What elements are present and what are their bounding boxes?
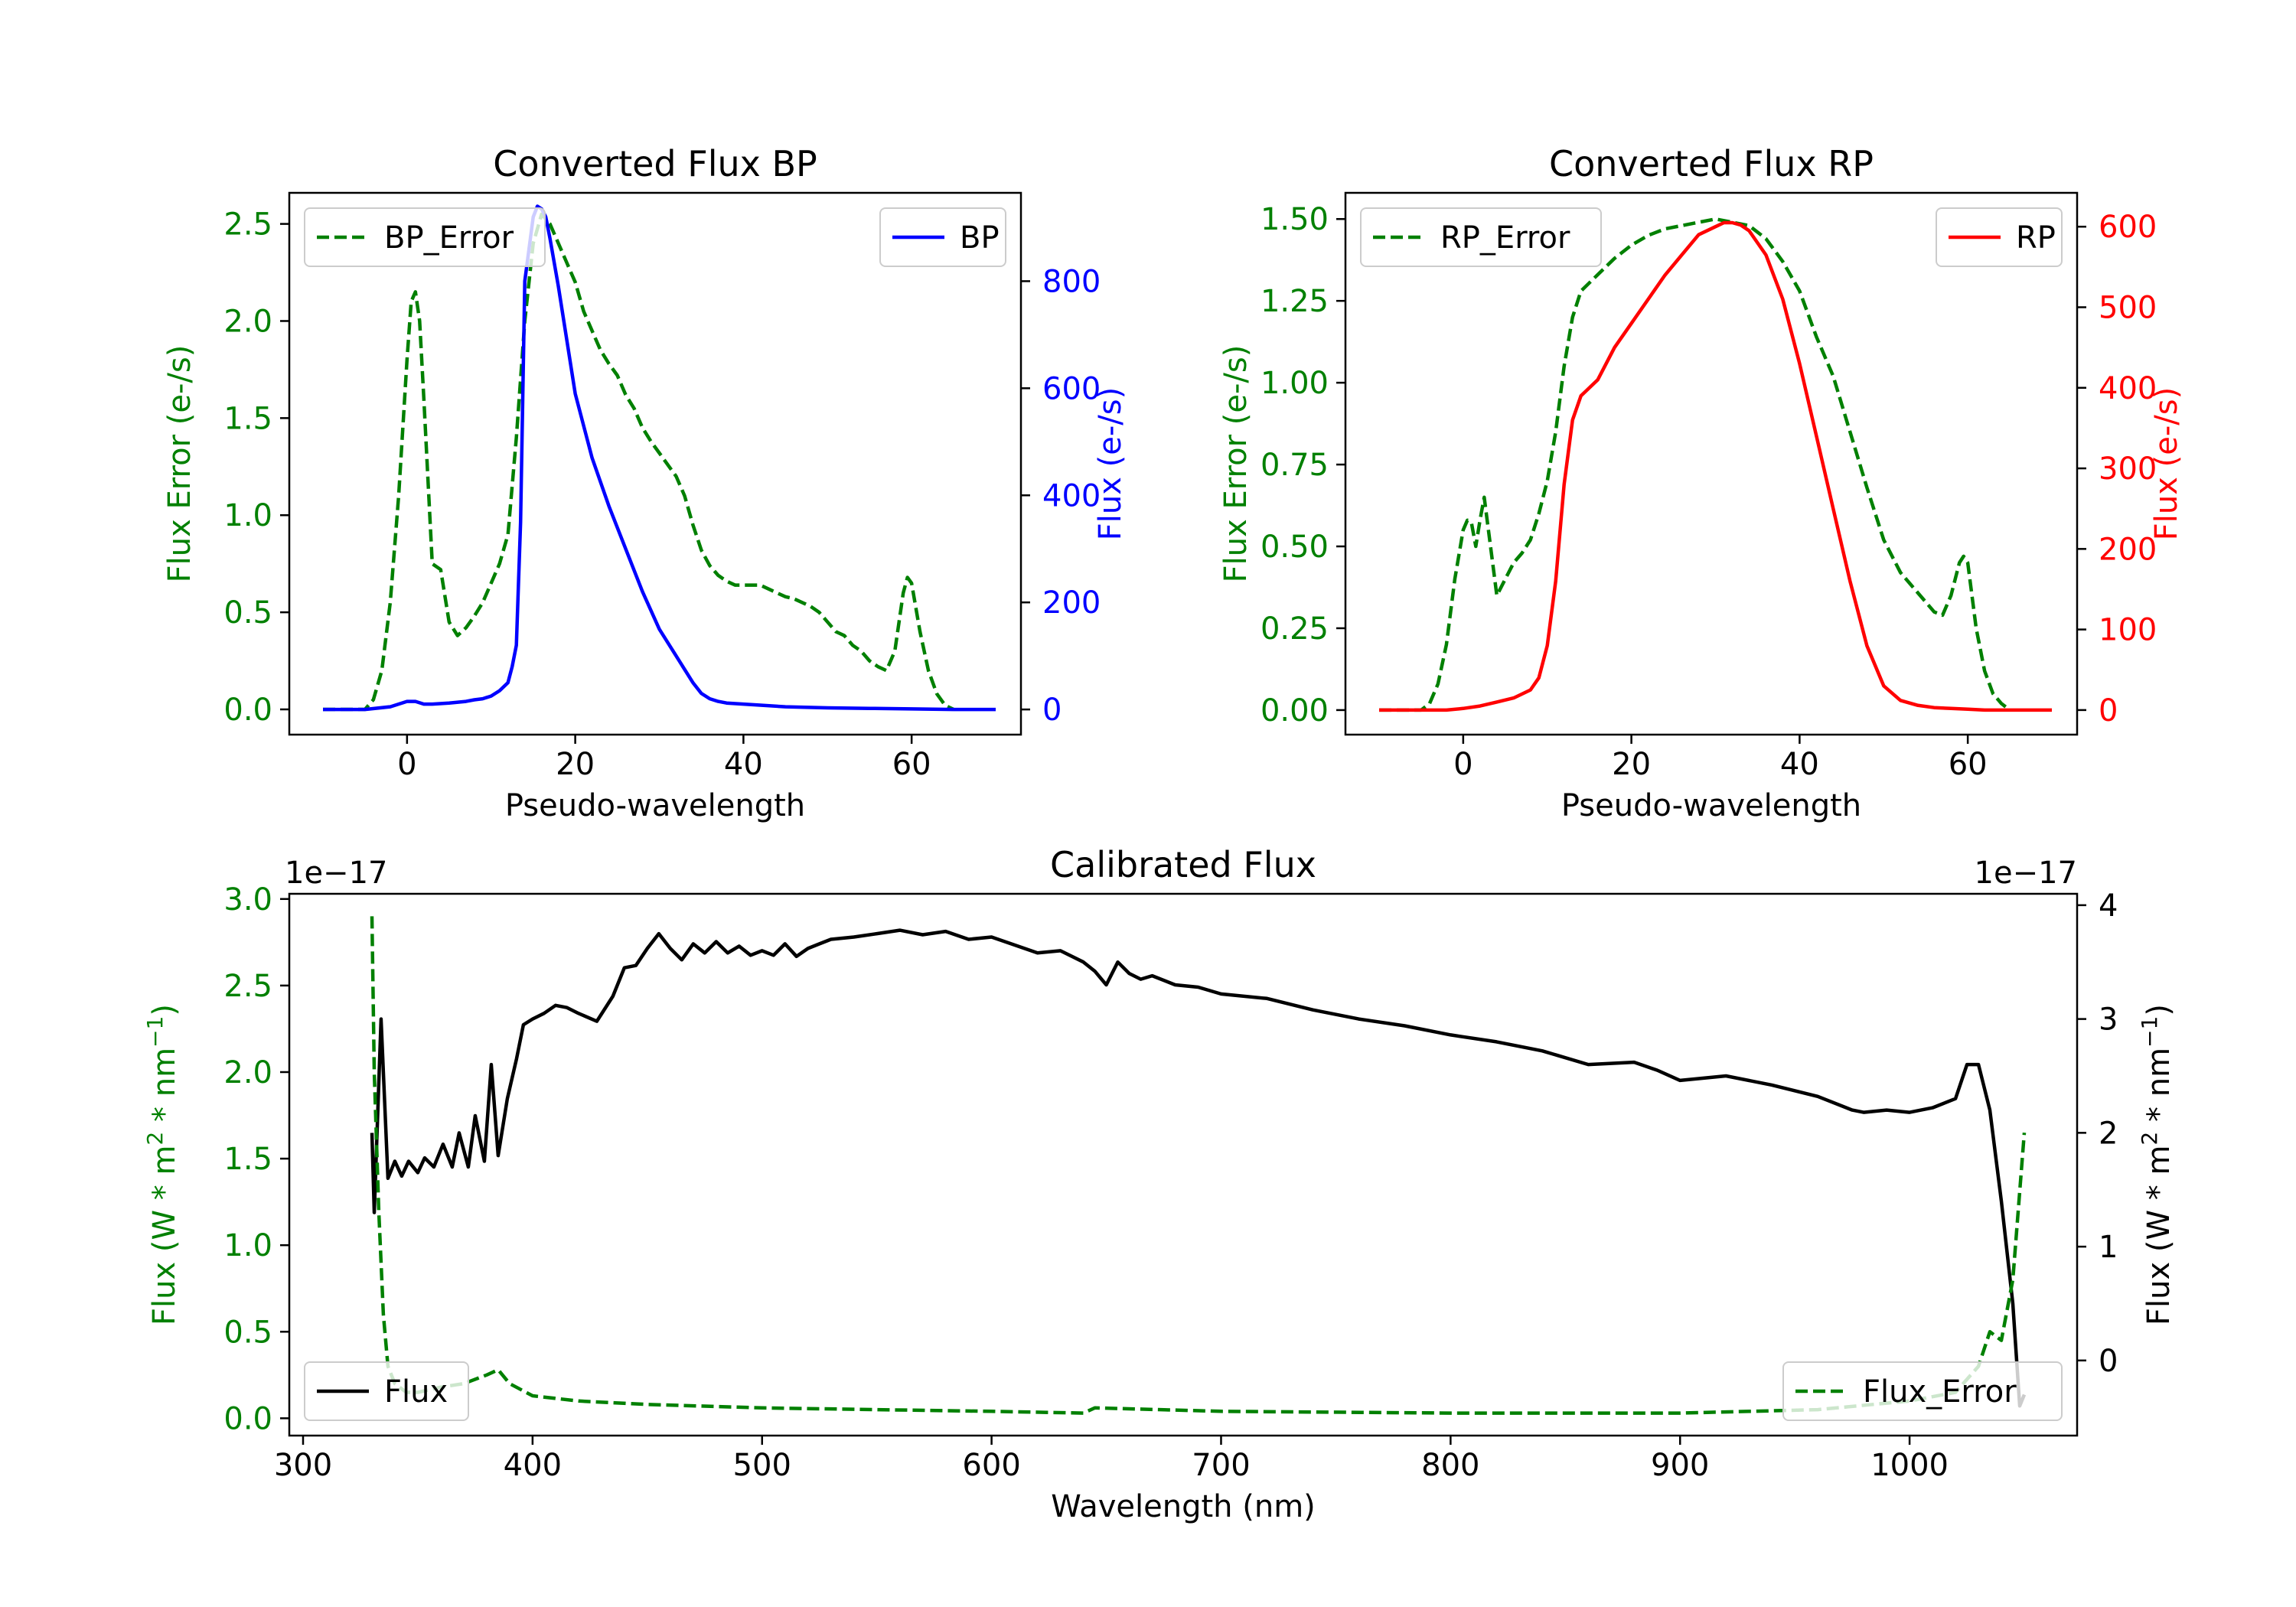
x-axis-label: Pseudo-wavelength xyxy=(505,788,805,823)
legend-label: RP_Error xyxy=(1440,220,1570,256)
left-tick-label: 1.5 xyxy=(223,1142,272,1177)
right-tick-label: 400 xyxy=(2099,371,2157,406)
chart-title: Converted Flux BP xyxy=(493,143,817,184)
right-tick-label: 800 xyxy=(1042,264,1101,299)
left-tick-label: 0.50 xyxy=(1261,530,1329,565)
left-tick-label: 0.25 xyxy=(1261,611,1329,647)
left-tick-label: 2.5 xyxy=(223,969,272,1004)
x-tick-label: 800 xyxy=(1421,1448,1479,1483)
legend-box xyxy=(1360,207,1602,267)
right-offset-text: 1e−17 xyxy=(1975,856,2077,891)
left-tick-label: 2.0 xyxy=(223,304,272,339)
right-tick-label: 4 xyxy=(2099,888,2118,924)
right-axis-label: Flux (W * m2 * nm−1) xyxy=(2137,1004,2177,1325)
x-axis-label: Wavelength (nm) xyxy=(1051,1489,1316,1524)
series-line-rp xyxy=(1379,220,2052,712)
right-tick-label: 2 xyxy=(2099,1116,2118,1151)
right-tick-label: 0 xyxy=(2099,1344,2118,1379)
series-line-flux xyxy=(370,928,2027,1408)
legend-label: Flux_Error xyxy=(1863,1374,2017,1410)
x-tick-label: 1000 xyxy=(1870,1448,1949,1483)
panel-1: 0 20 40 60 0.00 0.25 0.50 0.75 1.00 1.25 1.50 0 100 2… xyxy=(1218,143,2184,823)
legend-box xyxy=(1782,1361,2063,1421)
x-tick-label: 20 xyxy=(1612,747,1651,782)
legend-rp-error: RP_Error xyxy=(1360,207,1602,267)
left-tick-label: 0.5 xyxy=(223,1315,272,1350)
plot-frame xyxy=(1344,191,2079,736)
left-tick-label: 1.0 xyxy=(223,498,272,533)
panel-0: 0 20 40 60 0.0 0.5 1.0 1.5 2.0 2.5 0 200 400 600 800 Co… xyxy=(162,143,1128,823)
left-axis-label: Flux Error (e-/s) xyxy=(162,345,197,583)
x-tick-label: 40 xyxy=(724,747,763,782)
series-line-rp-error xyxy=(1379,217,2011,712)
left-tick-label: 1.50 xyxy=(1261,202,1329,237)
right-tick-label: 0 xyxy=(2099,693,2118,729)
x-tick-label: 400 xyxy=(504,1448,562,1483)
right-axis-label: Flux (e-/s) xyxy=(1093,387,1128,540)
x-tick-label: 20 xyxy=(556,747,595,782)
left-tick-label: 0.5 xyxy=(223,595,272,631)
left-tick-label: 1.0 xyxy=(223,1228,272,1263)
series-line-bp-error xyxy=(323,212,955,712)
left-tick-label: 1.25 xyxy=(1261,284,1329,319)
left-axis-label: Flux (W * m2 * nm−1) xyxy=(142,1004,182,1325)
plot-frame xyxy=(288,892,2079,1437)
right-tick-label: 300 xyxy=(2099,451,2157,487)
x-tick-label: 900 xyxy=(1651,1448,1709,1483)
x-axis-label: Pseudo-wavelength xyxy=(1561,788,1861,823)
right-tick-label: 1 xyxy=(2099,1230,2118,1265)
chart-title: Calibrated Flux xyxy=(1050,844,1316,885)
legend-label: BP_Error xyxy=(384,220,514,256)
x-tick-label: 600 xyxy=(962,1448,1020,1483)
right-tick-label: 600 xyxy=(2099,210,2157,245)
legend-bp-error: BP_Error xyxy=(304,207,546,267)
series-line-flux-error xyxy=(370,916,2027,1415)
x-tick-label: 60 xyxy=(1949,747,1988,782)
right-tick-label: 200 xyxy=(2099,532,2157,567)
right-tick-label: 600 xyxy=(1042,371,1101,406)
right-tick-label: 500 xyxy=(2099,290,2157,325)
x-tick-label: 40 xyxy=(1780,747,1819,782)
left-tick-label: 3.0 xyxy=(223,882,272,918)
left-offset-text: 1e−17 xyxy=(285,856,387,891)
left-tick-label: 2.0 xyxy=(223,1055,272,1090)
legend-rp: RP xyxy=(1936,207,2063,267)
x-tick-label: 60 xyxy=(892,747,931,782)
legend-box xyxy=(304,1361,469,1421)
left-tick-label: 0.0 xyxy=(223,693,272,728)
left-tick-label: 1.00 xyxy=(1261,366,1329,401)
legend-label: BP xyxy=(960,220,1000,256)
x-tick-label: 0 xyxy=(1453,747,1473,782)
right-tick-label: 100 xyxy=(2099,613,2157,648)
right-tick-label: 0 xyxy=(1042,693,1062,728)
left-tick-label: 0.0 xyxy=(223,1401,272,1436)
legend-flux: Flux xyxy=(304,1361,469,1421)
legend-box xyxy=(304,207,546,267)
plot-frame xyxy=(288,191,1022,736)
legend-label: Flux xyxy=(384,1374,448,1410)
right-tick-label: 3 xyxy=(2099,1002,2118,1038)
x-tick-label: 500 xyxy=(733,1448,791,1483)
x-tick-label: 700 xyxy=(1192,1448,1250,1483)
left-tick-label: 0.75 xyxy=(1261,448,1329,483)
left-tick-label: 0.00 xyxy=(1261,693,1329,729)
right-axis-label: Flux (e-/s) xyxy=(2149,387,2184,540)
right-tick-label: 200 xyxy=(1042,585,1101,621)
left-tick-label: 2.5 xyxy=(223,207,272,243)
legend-flux-error: Flux_Error xyxy=(1782,1361,2063,1421)
legend-label: RP xyxy=(2016,220,2056,256)
left-tick-label: 1.5 xyxy=(223,401,272,436)
left-axis-label: Flux Error (e-/s) xyxy=(1218,345,1254,583)
legend-bp: BP xyxy=(879,207,1006,267)
panel-2: 300 400 500 600 700 800 900 1000 0.0 0.5 1.0 1.5 2.0… xyxy=(142,844,2177,1524)
chart-title: Converted Flux RP xyxy=(1549,143,1874,184)
right-tick-label: 400 xyxy=(1042,478,1101,513)
x-tick-label: 300 xyxy=(274,1448,332,1483)
series-line-bp xyxy=(323,204,996,712)
x-tick-label: 0 xyxy=(397,747,416,782)
